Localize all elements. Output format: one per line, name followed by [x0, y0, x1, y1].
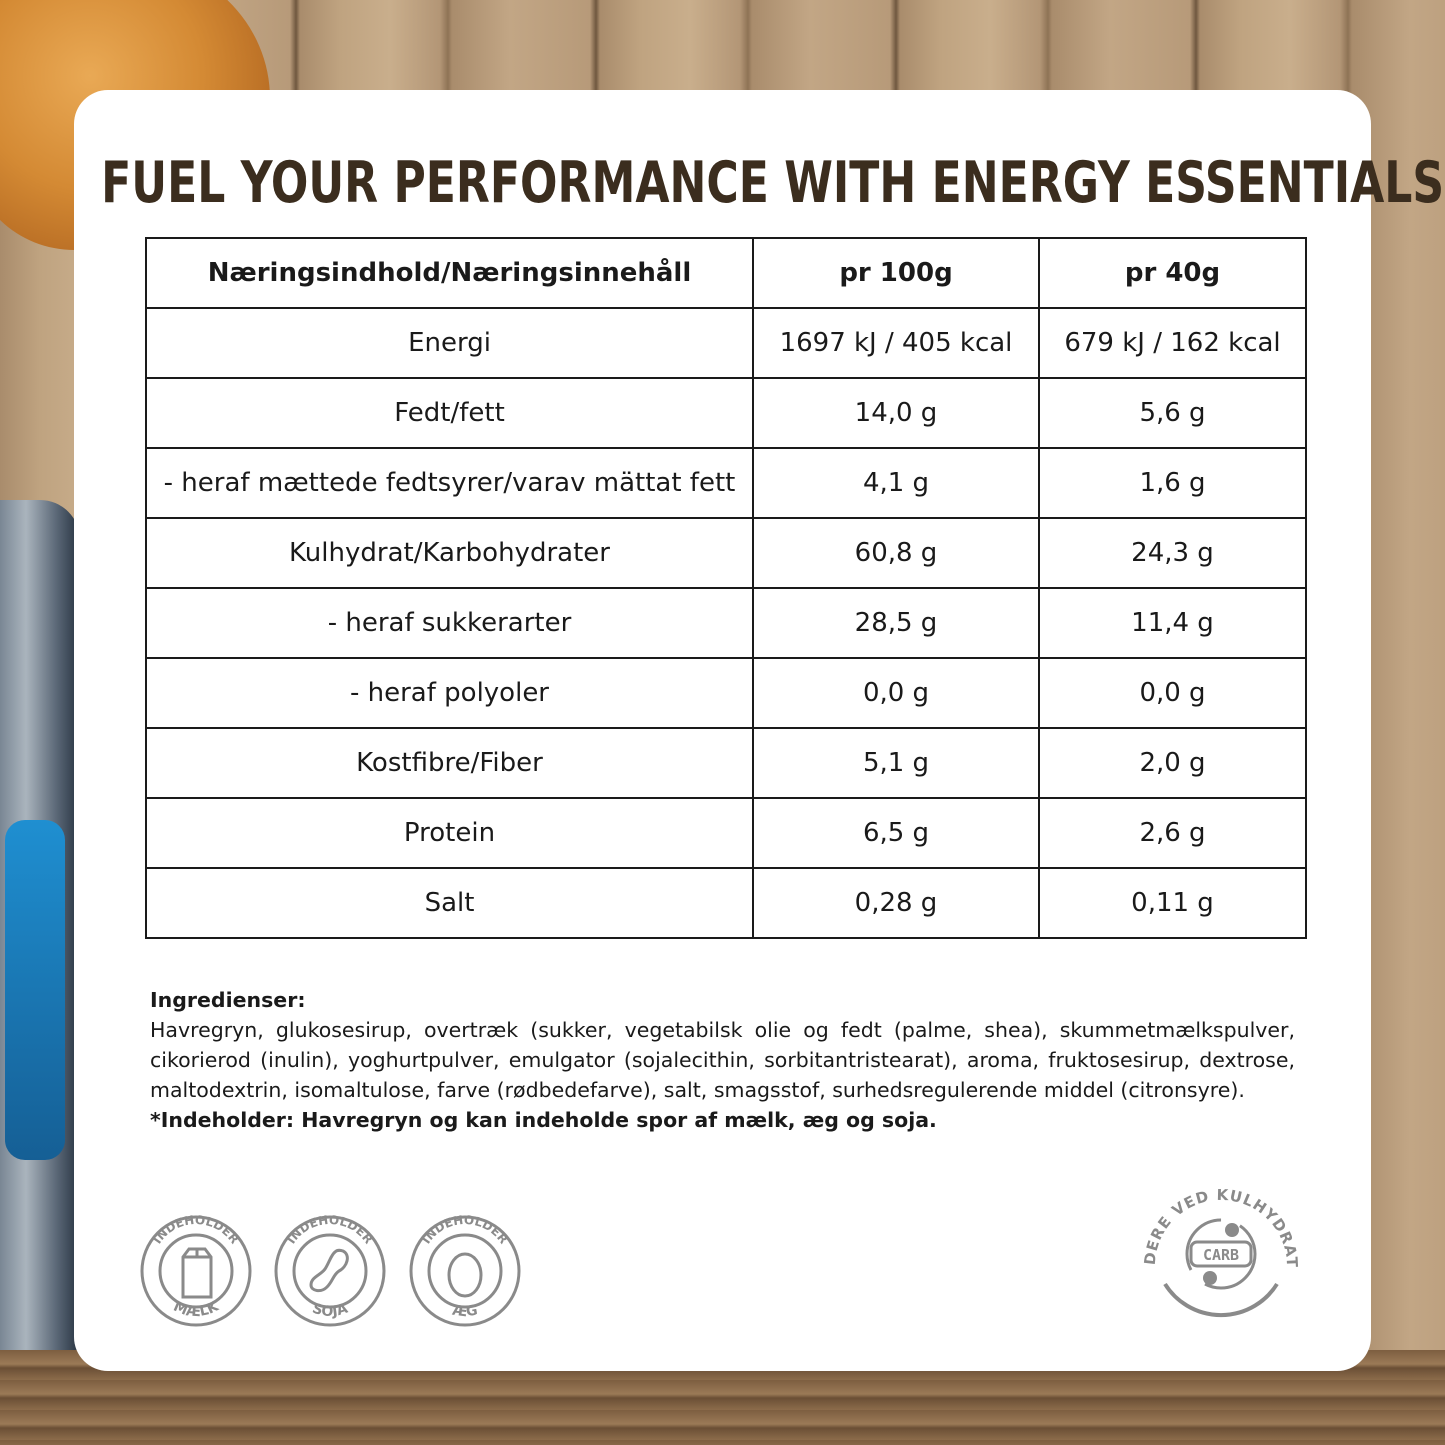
egg-badge-bottom-text: ÆG [451, 1302, 479, 1320]
nutrition-table: Næringsindhold/Næringsinnehåll pr 100g p… [145, 237, 1307, 939]
value-per-40g: 0,11 g [1038, 867, 1307, 939]
nutrient-name: Protein [145, 797, 754, 869]
table-row: - heraf mættede fedtsyrer/varav mättat f… [145, 447, 1307, 519]
ingredients-section: Ingredienser: Havregryn, glukosesirup, o… [150, 985, 1295, 1135]
nutrient-name: Kostfibre/Fiber [145, 727, 754, 799]
carb-cycle-icon: UNDERE VED KULHYDRATER CARB [1135, 1166, 1300, 1318]
table-row: - heraf polyoler 0,0 g 0,0 g [145, 657, 1307, 729]
value-per-40g: 24,3 g [1038, 517, 1307, 589]
egg-badge: INDEHOLDER ÆG [408, 1205, 522, 1333]
value-per-40g: 1,6 g [1038, 447, 1307, 519]
value-per-40g: 0,0 g [1038, 657, 1307, 729]
value-per-100g: 4,1 g [752, 447, 1040, 519]
value-per-100g: 28,5 g [752, 587, 1040, 659]
nutrient-name: Salt [145, 867, 754, 939]
svg-text:INDEHOLDER: INDEHOLDER [419, 1213, 511, 1247]
milk-badge-top-text: INDEHOLDER [150, 1213, 242, 1247]
value-per-100g: 60,8 g [752, 517, 1040, 589]
nutrient-name: Energi [145, 307, 754, 379]
svg-text:INDEHOLDER: INDEHOLDER [150, 1213, 242, 1247]
egg-badge-top-text: INDEHOLDER [419, 1213, 511, 1247]
svg-text:MÆLK: MÆLK [171, 1298, 222, 1320]
egg-icon: INDEHOLDER ÆG [409, 1213, 521, 1327]
table-row: Kostfibre/Fiber 5,1 g 2,0 g [145, 727, 1307, 799]
milk-badge: INDEHOLDER MÆLK [139, 1205, 253, 1333]
value-per-40g: 679 kJ / 162 kcal [1038, 307, 1307, 379]
carb-badge-center-text: CARB [1203, 1246, 1239, 1264]
ingredients-text: Havregryn, glukosesirup, overtræk (sukke… [150, 1018, 1295, 1102]
table-row: Kulhydrat/Karbohydrater 60,8 g 24,3 g [145, 517, 1307, 589]
value-per-40g: 2,6 g [1038, 797, 1307, 869]
value-per-100g: 0,0 g [752, 657, 1040, 729]
value-per-100g: 6,5 g [752, 797, 1040, 869]
carb-badge: UNDERE VED KULHYDRATER CARB [1135, 1166, 1307, 1338]
milk-carton-icon: INDEHOLDER MÆLK [140, 1213, 252, 1327]
nutrient-name: Fedt/fett [145, 377, 754, 449]
svg-text:INDEHOLDER: INDEHOLDER [284, 1213, 376, 1247]
nutrient-name: - heraf sukkerarter [145, 587, 754, 659]
value-per-40g: 2,0 g [1038, 727, 1307, 799]
page-title: FUEL YOUR PERFORMANCE WITH ENERGY ESSENT… [101, 150, 1445, 216]
column-header-per-40g: pr 40g [1038, 237, 1307, 309]
table-row: - heraf sukkerarter 28,5 g 11,4 g [145, 587, 1307, 659]
table-row: Protein 6,5 g 2,6 g [145, 797, 1307, 869]
soy-badge: INDEHOLDER SOJA [273, 1205, 387, 1333]
soy-badge-top-text: INDEHOLDER [284, 1213, 376, 1247]
column-header-nutrient: Næringsindhold/Næringsinnehåll [145, 237, 754, 309]
table-row: Fedt/fett 14,0 g 5,6 g [145, 377, 1307, 449]
milk-badge-bottom-text: MÆLK [171, 1298, 222, 1320]
backpack-strap-image [5, 820, 65, 1160]
svg-text:ÆG: ÆG [451, 1302, 479, 1320]
value-per-40g: 11,4 g [1038, 587, 1307, 659]
value-per-40g: 5,6 g [1038, 377, 1307, 449]
column-header-per-100g: pr 100g [752, 237, 1040, 309]
soybean-icon: INDEHOLDER SOJA [274, 1213, 386, 1327]
value-per-100g: 1697 kJ / 405 kcal [752, 307, 1040, 379]
soy-badge-bottom-text: SOJA [310, 1301, 350, 1321]
nutrient-name: - heraf mættede fedtsyrer/varav mättat f… [145, 447, 754, 519]
nutrient-name: Kulhydrat/Karbohydrater [145, 517, 754, 589]
ingredients-heading: Ingredienser: [150, 988, 306, 1012]
value-per-100g: 14,0 g [752, 377, 1040, 449]
value-per-100g: 5,1 g [752, 727, 1040, 799]
table-row: Salt 0,28 g 0,11 g [145, 867, 1307, 939]
svg-text:SOJA: SOJA [310, 1301, 350, 1321]
value-per-100g: 0,28 g [752, 867, 1040, 939]
allergen-note: *Indeholder: Havregryn og kan indeholde … [150, 1108, 937, 1132]
nutrient-name: - heraf polyoler [145, 657, 754, 729]
table-row: Energi 1697 kJ / 405 kcal 679 kJ / 162 k… [145, 307, 1307, 379]
table-header-row: Næringsindhold/Næringsinnehåll pr 100g p… [145, 237, 1307, 309]
